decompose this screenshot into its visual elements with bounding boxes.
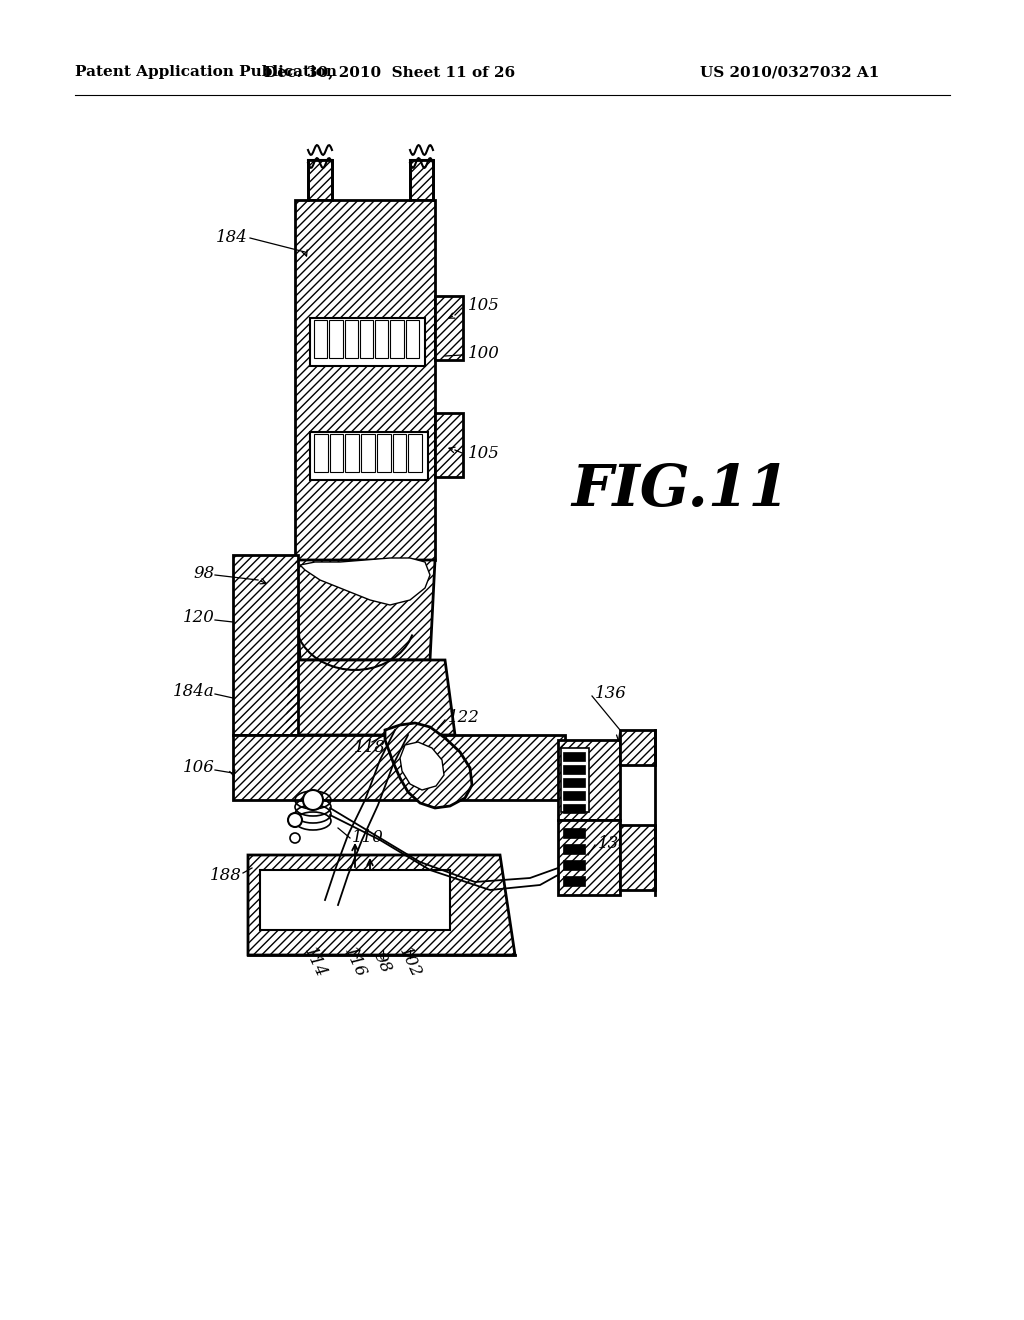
Text: 120: 120 xyxy=(183,610,215,627)
Polygon shape xyxy=(233,735,565,800)
Polygon shape xyxy=(295,201,435,560)
Bar xyxy=(330,319,343,358)
Text: 118: 118 xyxy=(354,739,386,756)
Polygon shape xyxy=(385,723,472,808)
Text: 184: 184 xyxy=(216,230,248,247)
Bar xyxy=(260,870,450,931)
Text: 102: 102 xyxy=(395,945,424,981)
Text: 114: 114 xyxy=(301,945,330,981)
Text: 188: 188 xyxy=(210,866,242,883)
Bar xyxy=(345,434,359,473)
Text: 100: 100 xyxy=(468,345,500,362)
Polygon shape xyxy=(233,554,298,735)
Text: Patent Application Publication: Patent Application Publication xyxy=(75,65,337,79)
Text: 105: 105 xyxy=(468,445,500,462)
Polygon shape xyxy=(435,296,463,360)
Bar xyxy=(361,434,375,473)
Text: 106: 106 xyxy=(183,759,215,776)
Polygon shape xyxy=(308,160,332,201)
Polygon shape xyxy=(620,730,655,766)
Bar xyxy=(563,777,585,787)
Polygon shape xyxy=(285,660,455,735)
Bar xyxy=(314,319,328,358)
Bar xyxy=(375,319,388,358)
Bar xyxy=(561,748,589,812)
Polygon shape xyxy=(400,742,444,789)
Bar xyxy=(409,434,422,473)
Polygon shape xyxy=(558,741,620,820)
Bar xyxy=(344,319,357,358)
Bar xyxy=(563,861,585,870)
Bar xyxy=(359,319,373,358)
Bar xyxy=(406,319,419,358)
Text: 138: 138 xyxy=(598,834,630,851)
Polygon shape xyxy=(248,855,515,954)
Bar xyxy=(563,791,585,800)
Circle shape xyxy=(290,833,300,843)
Text: 184a: 184a xyxy=(173,684,215,701)
Bar xyxy=(390,319,403,358)
Bar xyxy=(392,434,407,473)
Bar xyxy=(563,828,585,838)
Polygon shape xyxy=(295,560,435,660)
Bar xyxy=(563,804,585,813)
Polygon shape xyxy=(435,413,463,477)
Bar xyxy=(377,434,390,473)
Bar xyxy=(330,434,343,473)
Text: US 2010/0327032 A1: US 2010/0327032 A1 xyxy=(700,65,880,79)
Bar xyxy=(314,434,328,473)
Text: 110: 110 xyxy=(352,829,384,846)
Text: 98: 98 xyxy=(194,565,215,582)
Polygon shape xyxy=(300,558,430,605)
Circle shape xyxy=(303,789,323,810)
Text: 105: 105 xyxy=(468,297,500,314)
Bar xyxy=(310,432,428,480)
Polygon shape xyxy=(558,820,620,895)
Polygon shape xyxy=(410,160,433,201)
Circle shape xyxy=(288,813,302,828)
Text: Dec. 30, 2010  Sheet 11 of 26: Dec. 30, 2010 Sheet 11 of 26 xyxy=(264,65,515,79)
Text: 122: 122 xyxy=(449,710,480,726)
Bar xyxy=(563,843,585,854)
Bar xyxy=(563,876,585,886)
Bar xyxy=(563,752,585,762)
Text: 98: 98 xyxy=(370,950,394,977)
Text: 136: 136 xyxy=(595,685,627,701)
Text: 116: 116 xyxy=(341,945,370,981)
Bar xyxy=(310,318,425,366)
Bar xyxy=(563,766,585,774)
Text: FIG.11: FIG.11 xyxy=(571,462,790,519)
Polygon shape xyxy=(620,825,655,890)
